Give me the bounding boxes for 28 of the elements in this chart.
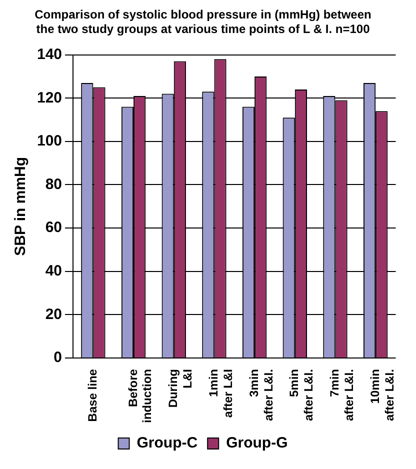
y-tick-label: 20 [45,306,62,323]
category-label: 1min [206,369,221,398]
category-label: after L&I. [261,369,276,422]
category-label: Before [126,369,140,408]
category-label: induction [140,369,154,424]
category-label: after L&I. [382,369,396,422]
legend-label: Group-G [226,434,288,452]
legend-label: Group-C [136,434,198,452]
category-label: 10min [368,369,382,404]
y-tick-label: 60 [45,219,62,236]
category-label: L&I [180,369,195,388]
category-label: 3min [246,369,261,398]
category-label: after L&I. [342,369,356,422]
text: Comparison of systolic blood pressure in (mmHg) between [34,8,372,22]
category-label: 5min [287,369,302,398]
y-tick-label: 0 [54,349,62,366]
y-tick-label: 140 [36,46,62,63]
category-label: after L&I [220,369,235,418]
y-tick-label: 120 [36,89,62,106]
y-tick-label: 100 [36,132,62,150]
text: the two study groups at various time points of L & I. n=100 [36,22,370,36]
y-tick-label: 40 [45,262,62,280]
category-label: after L&I. [302,369,316,422]
category-label: During [166,369,180,408]
y-axis-title: SBP in mmHg [12,156,30,256]
y-tick-label: 80 [45,176,62,193]
category-label: Base line [86,369,100,422]
category-label: 7min [328,369,342,398]
